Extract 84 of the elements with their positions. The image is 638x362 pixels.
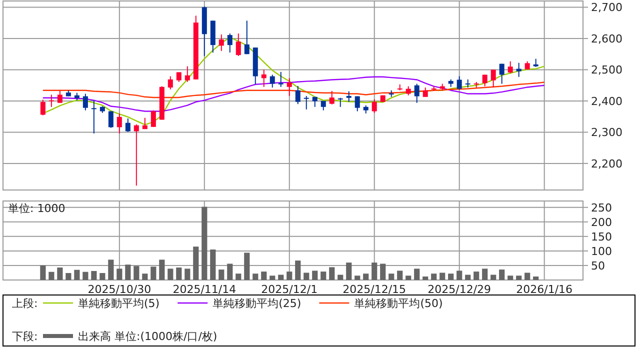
bar [516, 276, 522, 280]
xtick-label: 2025/11/14 [172, 283, 236, 296]
bar [40, 265, 46, 280]
bar [236, 274, 242, 280]
xtick-label: 2025/12/1 [261, 283, 318, 296]
legend-title: 上段: [12, 297, 38, 310]
ytick-label: 2,500 [591, 64, 622, 77]
bar [388, 274, 394, 280]
legend: 下段: 出来高 単位:(1000株/口/枚) [12, 330, 218, 343]
bar [278, 274, 284, 280]
bar [57, 268, 63, 280]
xtick-label: 2025/12/29 [428, 283, 492, 296]
bar [142, 274, 148, 280]
ytick-label: 2,200 [591, 157, 622, 170]
xtick-label: 2026/1/16 [516, 283, 573, 296]
bar [227, 264, 233, 280]
bar [295, 260, 301, 280]
ytick-label: 2,300 [591, 126, 622, 140]
bar [312, 270, 318, 280]
legend-label: 単純移動平均(25) [212, 297, 302, 310]
ytick-label: 100 [591, 244, 612, 258]
legend-label: 単純移動平均(50) [354, 297, 443, 310]
bar [218, 270, 224, 280]
bar [465, 274, 471, 280]
bar [490, 274, 496, 280]
ytick-label: 200 [591, 216, 612, 229]
bar [210, 250, 216, 280]
bar [533, 276, 539, 280]
bar [363, 274, 369, 280]
bar [499, 270, 505, 280]
bar [346, 262, 352, 280]
bar [320, 272, 326, 280]
bar [176, 268, 182, 280]
bar [202, 206, 208, 280]
bar [150, 266, 156, 280]
bar [48, 272, 54, 280]
bar [474, 272, 480, 280]
bar [108, 260, 114, 280]
bar [116, 268, 122, 280]
ytick-label: 250 [591, 201, 612, 214]
bar [168, 268, 174, 280]
bar [193, 246, 199, 280]
bar [270, 276, 276, 280]
legend-label: 単純移動平均(5) [78, 297, 160, 310]
legend-title: 下段: [12, 330, 38, 343]
bar [508, 276, 514, 280]
bar [82, 272, 88, 280]
bar [414, 268, 420, 280]
bar [100, 273, 106, 280]
bar [372, 262, 378, 280]
bar [338, 274, 344, 280]
bar [397, 270, 403, 280]
bar [354, 276, 360, 280]
ytick-label: 2,700 [591, 1, 622, 14]
annotation: 単位: 1000 [8, 202, 66, 215]
bar [406, 276, 412, 280]
bar [252, 274, 258, 280]
bar [482, 268, 488, 280]
bar [440, 272, 446, 280]
bar [431, 274, 437, 280]
bar [134, 266, 140, 280]
bar [244, 252, 250, 280]
bar [524, 272, 530, 280]
bar [184, 268, 190, 280]
bar [380, 264, 386, 280]
xtick-label: 2025/10/30 [88, 283, 152, 296]
bar [261, 272, 267, 280]
bar [304, 272, 310, 280]
bar [448, 274, 454, 280]
ytick-label: 150 [591, 230, 612, 244]
bar [456, 270, 462, 280]
bar [125, 264, 131, 280]
xtick-label: 2025/12/15 [342, 283, 406, 296]
bar [74, 270, 80, 280]
bar [422, 276, 428, 280]
bar [286, 272, 292, 280]
bar [91, 270, 97, 280]
ytick-label: 2,600 [591, 32, 622, 46]
bar [66, 273, 72, 280]
ytick-label: 2,400 [591, 94, 622, 108]
bar [159, 260, 165, 280]
legend-label: 出来高 単位:(1000株/口/枚) [78, 330, 218, 343]
ytick-label: 50 [591, 259, 605, 272]
bar [329, 267, 335, 280]
